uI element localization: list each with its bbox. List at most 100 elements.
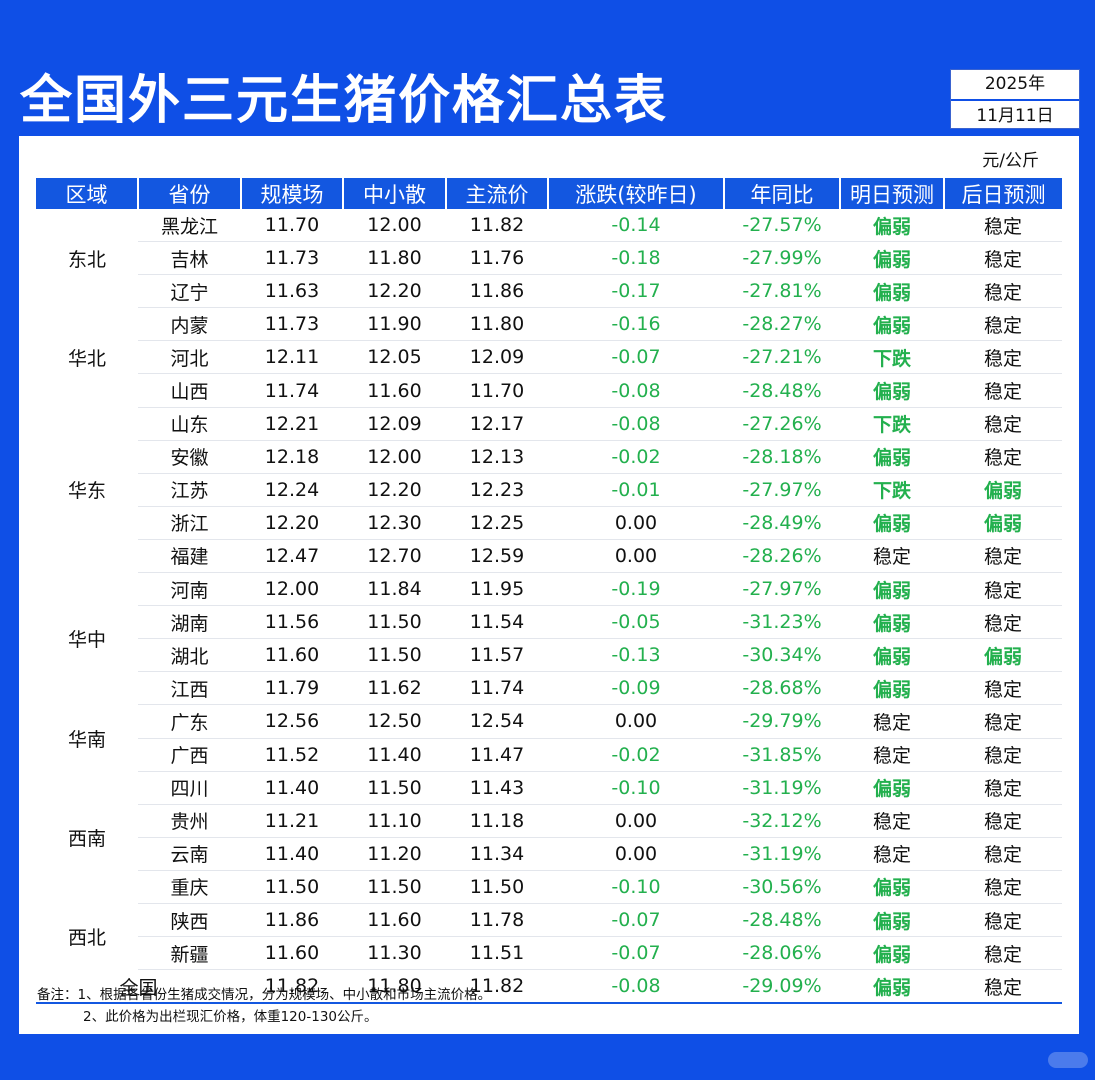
table-row: 福建 12.47 12.70 12.59 0.00 -28.26% 稳定 稳定 <box>36 539 1062 574</box>
notes: 备注：1、根据各省份生猪成交情况，分为规模场、中小散和市场主流价格。 2、此价格… <box>37 984 491 1028</box>
region-cell: 西北 <box>67 927 106 950</box>
province-cell: 吉林 <box>138 241 241 276</box>
table-row: 浙江 12.20 12.30 12.25 0.00 -28.49% 偏弱 偏弱 <box>36 506 1062 540</box>
yoy-cell: -28.49% <box>724 506 840 540</box>
main-price-cell: 11.70 <box>446 373 548 408</box>
price-table: 区域 省份 规模场 中小散 主流价 涨跌(较昨日) 年同比 明日预测 后日预测 … <box>36 178 1062 1005</box>
table-row: 河北 12.11 12.05 12.09 -0.07 -27.21% 下跌 稳定 <box>36 340 1062 375</box>
main-price-cell: 12.17 <box>446 407 548 441</box>
forecast-tomorrow-cell: 偏弱 <box>840 936 944 971</box>
large-farm-cell: 12.24 <box>241 473 343 507</box>
forecast-tomorrow-cell: 偏弱 <box>840 969 944 1005</box>
small-farm-cell: 11.20 <box>343 837 446 871</box>
main-price-cell: 12.09 <box>446 340 548 375</box>
yoy-cell: -28.26% <box>724 539 840 574</box>
large-farm-cell: 11.86 <box>241 903 343 938</box>
province-cell: 新疆 <box>138 936 241 971</box>
yoy-cell: -31.85% <box>724 738 840 772</box>
main-price-cell: 12.59 <box>446 539 548 574</box>
region-cell: 西南 <box>67 827 106 850</box>
region-cell: 华中 <box>67 629 106 652</box>
forecast-tomorrow-cell: 偏弱 <box>840 373 944 408</box>
table-row: 湖北 11.60 11.50 11.57 -0.13 -30.34% 偏弱 偏弱 <box>36 638 1062 673</box>
forecast-after-cell: 偏弱 <box>944 473 1062 507</box>
header-forecast-after: 后日预测 <box>944 178 1062 209</box>
change-cell: -0.07 <box>548 936 724 971</box>
small-farm-cell: 12.50 <box>343 704 446 739</box>
province-cell: 辽宁 <box>138 274 241 309</box>
small-farm-cell: 11.60 <box>343 373 446 408</box>
table-row: 华中 河南 12.00 11.84 11.95 -0.19 -27.97% 偏弱 稳定 <box>36 572 1062 651</box>
change-cell: -0.19 <box>548 572 724 607</box>
forecast-tomorrow-cell: 偏弱 <box>840 870 944 904</box>
large-farm-cell: 11.63 <box>241 274 343 309</box>
change-cell: -0.02 <box>548 440 724 474</box>
large-farm-cell: 11.60 <box>241 936 343 971</box>
table-row: 西北 陕西 11.86 11.60 11.78 -0.07 -28.48% 偏弱 稳定 <box>36 903 1062 949</box>
table-header-row: 区域 省份 规模场 中小散 主流价 涨跌(较昨日) 年同比 明日预测 后日预测 <box>36 178 1062 209</box>
small-farm-cell: 12.30 <box>343 506 446 540</box>
change-cell: -0.14 <box>548 209 724 243</box>
forecast-tomorrow-cell: 偏弱 <box>840 771 944 805</box>
date-box: 2025年 11月11日 <box>950 69 1080 129</box>
yoy-cell: -27.97% <box>724 572 840 607</box>
small-farm-cell: 12.09 <box>343 407 446 441</box>
small-farm-cell: 11.30 <box>343 936 446 971</box>
large-farm-cell: 11.21 <box>241 804 343 838</box>
forecast-after-cell: 稳定 <box>944 407 1062 441</box>
table-row: 江西 11.79 11.62 11.74 -0.09 -28.68% 偏弱 稳定 <box>36 671 1062 706</box>
large-farm-cell: 11.40 <box>241 771 343 805</box>
forecast-tomorrow-cell: 偏弱 <box>840 903 944 938</box>
small-farm-cell: 11.60 <box>343 903 446 938</box>
table-row: 贵州 11.21 11.10 11.18 0.00 -32.12% 稳定 稳定 <box>36 804 1062 838</box>
large-farm-cell: 11.73 <box>241 241 343 276</box>
main-price-cell: 11.82 <box>446 969 548 1005</box>
forecast-after-cell: 稳定 <box>944 307 1062 342</box>
forecast-tomorrow-cell: 偏弱 <box>840 605 944 640</box>
header-yoy: 年同比 <box>724 178 841 209</box>
forecast-after-cell: 稳定 <box>944 572 1062 607</box>
province-cell: 山东 <box>138 407 241 441</box>
page-title: 全国外三元生猪价格汇总表 <box>20 71 669 131</box>
forecast-tomorrow-cell: 偏弱 <box>840 307 944 342</box>
large-farm-cell: 12.00 <box>241 572 343 607</box>
province-cell: 江西 <box>138 671 241 706</box>
change-cell: -0.07 <box>548 340 724 375</box>
main-price-cell: 11.54 <box>446 605 548 640</box>
main-price-cell: 12.25 <box>446 506 548 540</box>
province-cell: 湖北 <box>138 638 241 673</box>
small-farm-cell: 12.20 <box>343 274 446 309</box>
forecast-after-cell: 稳定 <box>944 671 1062 706</box>
province-cell: 河北 <box>138 340 241 375</box>
forecast-after-cell: 稳定 <box>944 837 1062 871</box>
change-cell: -0.09 <box>548 671 724 706</box>
yoy-cell: -28.48% <box>724 903 840 938</box>
province-cell: 广东 <box>138 704 241 739</box>
total-row: 全国 11.82 11.80 11.82 -0.08 -29.09% 偏弱 稳定 <box>36 969 1062 1005</box>
change-cell: -0.05 <box>548 605 724 640</box>
province-cell: 山西 <box>138 373 241 408</box>
main-price-cell: 11.51 <box>446 936 548 971</box>
small-farm-cell: 12.70 <box>343 539 446 574</box>
yoy-cell: -30.34% <box>724 638 840 673</box>
yoy-cell: -28.68% <box>724 671 840 706</box>
header-main-price: 主流价 <box>446 178 549 209</box>
change-cell: -0.08 <box>548 969 724 1005</box>
yoy-cell: -27.99% <box>724 241 840 276</box>
forecast-after-cell: 稳定 <box>944 936 1062 971</box>
large-farm-cell: 11.56 <box>241 605 343 640</box>
large-farm-cell: 12.11 <box>241 340 343 375</box>
date-day: 11月11日 <box>951 99 1079 131</box>
main-price-cell: 11.78 <box>446 903 548 938</box>
forecast-after-cell: 偏弱 <box>944 638 1062 673</box>
yoy-cell: -28.06% <box>724 936 840 971</box>
yoy-cell: -31.23% <box>724 605 840 640</box>
main-price-cell: 12.54 <box>446 704 548 739</box>
province-cell: 浙江 <box>138 506 241 540</box>
province-cell: 湖南 <box>138 605 241 640</box>
yoy-cell: -31.19% <box>724 837 840 871</box>
province-cell: 河南 <box>138 572 241 607</box>
forecast-after-cell: 稳定 <box>944 771 1062 805</box>
main-price-cell: 11.57 <box>446 638 548 673</box>
header-region: 区域 <box>36 178 139 209</box>
